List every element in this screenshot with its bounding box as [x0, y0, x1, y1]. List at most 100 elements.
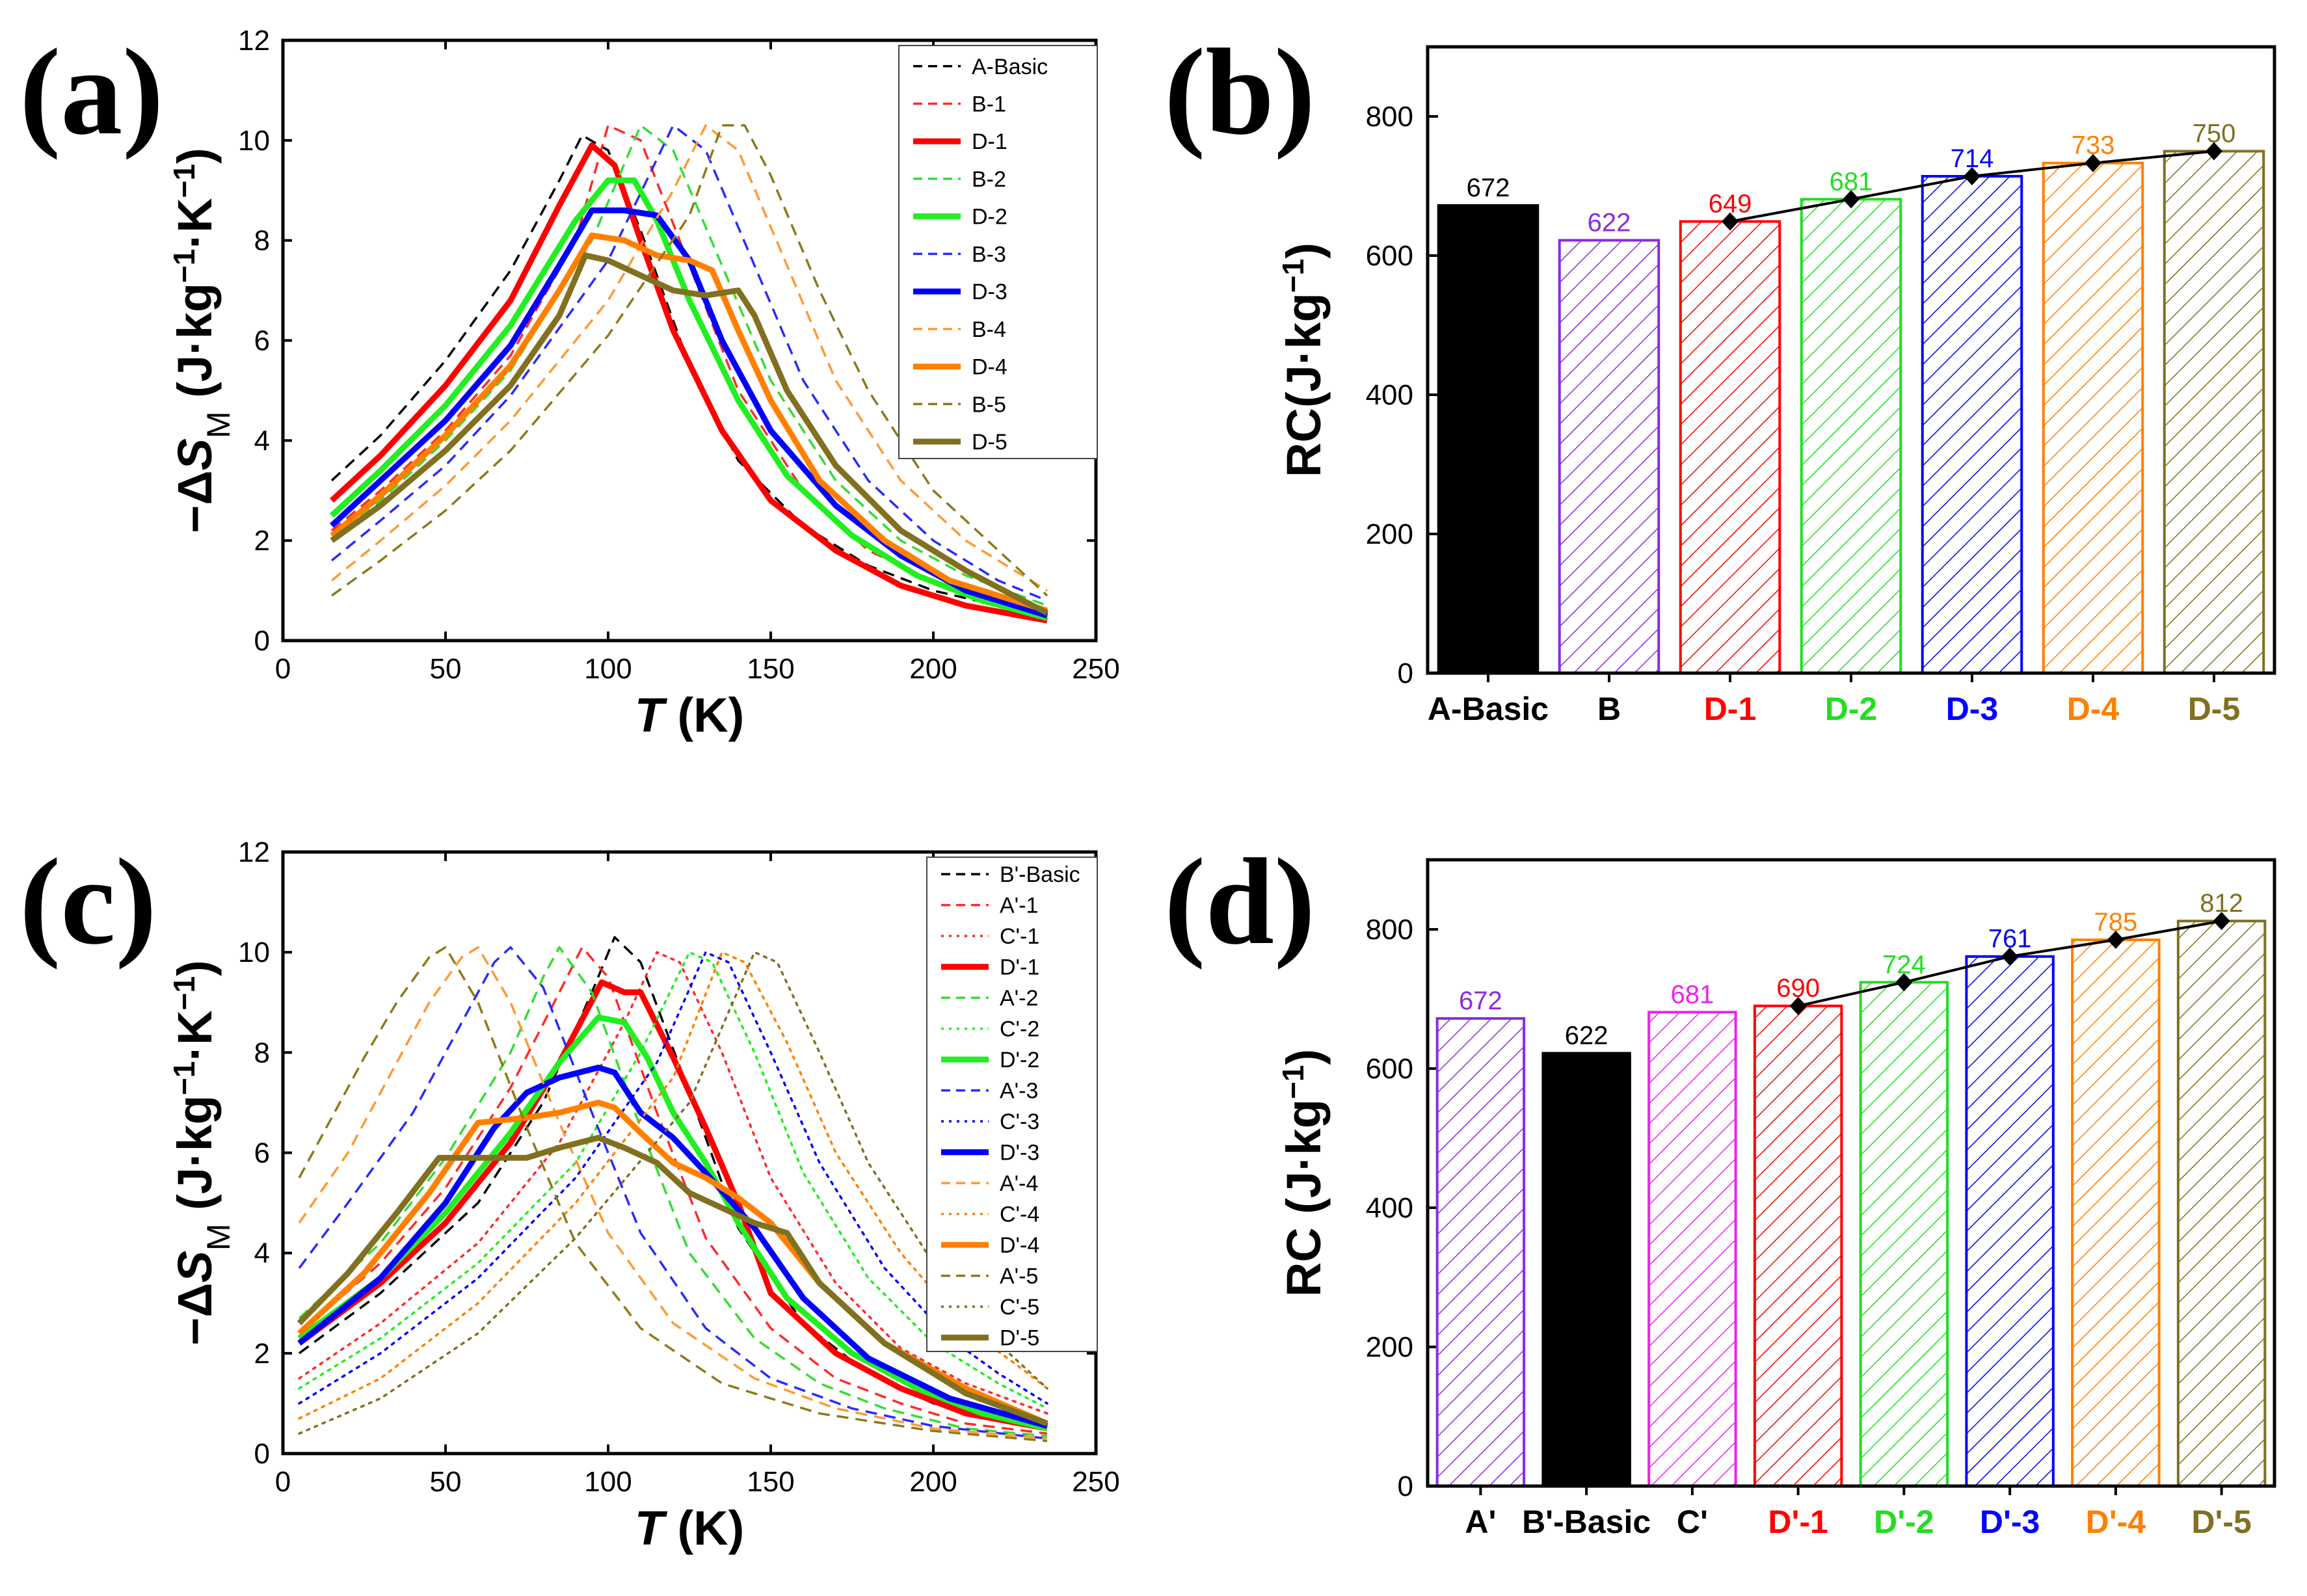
bar-value-label-a: 672 — [1459, 987, 1502, 1015]
bar-a — [1435, 1017, 1526, 1487]
bar-b — [1558, 239, 1660, 674]
series-line-a-3 — [298, 946, 1048, 1440]
bar-d-3 — [1965, 955, 2055, 1487]
trend-marker-d-3 — [2001, 947, 2019, 966]
legend-label-a-3: A'-3 — [1000, 1079, 1038, 1104]
trend-marker-d-2 — [1895, 973, 1913, 992]
legend-label-b-3: B-3 — [972, 242, 1006, 267]
legend-label-c-3: C'-3 — [1000, 1110, 1039, 1134]
legend-label-b-5: B-5 — [972, 392, 1006, 417]
x-tick-label: 50 — [430, 1466, 462, 1498]
y-tick-label: 600 — [1366, 1053, 1413, 1085]
category-label-b: B — [1597, 691, 1621, 727]
category-label-d-3: D'-3 — [1980, 1504, 2040, 1540]
series-line-b-5 — [330, 124, 1048, 597]
legend-label-d-3: D'-3 — [1000, 1141, 1039, 1165]
trend-marker-d-4 — [2107, 931, 2124, 950]
plot-frame — [1426, 45, 2276, 675]
trend-marker-d-3 — [1964, 167, 1980, 186]
bar-d-3 — [1921, 175, 2023, 674]
legend-label-c-5: C'-5 — [1000, 1295, 1039, 1320]
bar-d-5 — [2176, 920, 2267, 1488]
legend-label-b-2: B-2 — [972, 167, 1006, 192]
category-label-d-5: D-5 — [2188, 691, 2241, 727]
trend-marker-d-4 — [2085, 153, 2101, 172]
category-label-d-2: D-2 — [1825, 691, 1878, 727]
x-tick-label: 200 — [909, 653, 957, 685]
y-tick-label: 0 — [254, 625, 270, 657]
x-tick-label: 100 — [584, 653, 632, 685]
legend-label-d-5: D-5 — [972, 430, 1007, 455]
bar-b-basic — [1541, 1052, 1631, 1487]
legend-label-a-5: A'-5 — [1000, 1264, 1038, 1289]
series-line-c-1 — [298, 951, 1048, 1415]
series-line-d-3 — [297, 1065, 1048, 1429]
legend-label-d-1: D'-1 — [1000, 955, 1039, 980]
panel-b-label: (b) — [1164, 24, 1315, 161]
legend-label-c-4: C'-4 — [1000, 1203, 1039, 1227]
category-label-d-5: D'-5 — [2191, 1504, 2251, 1540]
y-tick-label: 200 — [1366, 1331, 1413, 1363]
category-label-d-1: D-1 — [1704, 691, 1757, 727]
y-tick-label: 0 — [1398, 1470, 1413, 1502]
legend-label-d-1: D-1 — [972, 129, 1007, 154]
trend-marker-d-5 — [2206, 142, 2222, 161]
bar-value-label-b-basic: 622 — [1565, 1021, 1608, 1050]
y-tick-label: 4 — [254, 425, 270, 457]
category-label-d-3: D-3 — [1946, 691, 1999, 727]
x-tick-label: 50 — [430, 653, 462, 685]
y-axis-label: −ΔSM (J·kg−1·K−1) — [167, 960, 237, 1345]
x-tick-label: 0 — [275, 1466, 291, 1498]
category-label-a: A' — [1465, 1504, 1496, 1540]
y-tick-label: 12 — [238, 836, 270, 868]
y-tick-label: 800 — [1366, 914, 1413, 946]
y-tick-label: 8 — [254, 225, 270, 257]
series-line-d-4 — [330, 232, 1048, 614]
bar-d-1 — [1679, 220, 1781, 674]
legend-label-a-basic: A-Basic — [972, 55, 1048, 79]
category-label-a-basic: A-Basic — [1428, 691, 1549, 727]
trend-marker-d-5 — [2213, 912, 2230, 931]
legend: B'-Basic A'-1 C'-1 D'-1 A'-2 C'-2 D'-2 A'-3 C'-3… — [926, 857, 1098, 1352]
y-tick-label: 2 — [254, 1338, 270, 1370]
legend-label-b-basic: B'-Basic — [1000, 862, 1080, 887]
y-tick-label: 6 — [254, 325, 270, 357]
series-line-b-basic — [298, 936, 1048, 1430]
y-axis-label: RC(J·kg−1) — [1276, 243, 1331, 477]
category-label-d-4: D'-4 — [2086, 1504, 2146, 1540]
x-tick-label: 0 — [275, 653, 291, 685]
bar-a-basic — [1437, 204, 1540, 674]
y-tick-label: 2 — [254, 525, 270, 557]
legend-label-d-2: D'-2 — [1000, 1048, 1039, 1072]
x-axis-label: T (K) — [635, 688, 745, 742]
category-label-d-1: D'-1 — [1768, 1504, 1828, 1540]
bar-d-5 — [2163, 150, 2265, 674]
series-line-d-2 — [297, 1014, 1048, 1431]
trend-marker-d-1 — [1722, 212, 1739, 231]
y-tick-label: 0 — [1398, 658, 1413, 689]
category-label-b-basic: B'-Basic — [1522, 1504, 1651, 1540]
panel-a-label: (a) — [20, 24, 164, 161]
legend-box — [926, 857, 1098, 1352]
y-axis-label: RC (J·kg−1) — [1276, 1049, 1331, 1297]
bar-d-2 — [1800, 198, 1902, 674]
legend-label-d-4: D-4 — [972, 355, 1007, 380]
chart-c: 0 50 100 150 200 250 0 2 4 6 8 10 12 B'-Basic A'-1 C'-1… — [167, 836, 1120, 1555]
chart-b: 0200400600800672A-Basic622B649D-1681D-27… — [1276, 45, 2276, 727]
legend-label-d-2: D-2 — [972, 205, 1007, 230]
chart-d: 0200400600800672A'622B'-Basic681C'690D'-… — [1276, 858, 2276, 1540]
panel-d-label: (d) — [1164, 834, 1315, 970]
bar-d-4 — [2042, 161, 2144, 674]
legend-label-d-3: D-3 — [972, 280, 1007, 304]
y-tick-label: 800 — [1366, 101, 1413, 133]
chart-a: 0 50 100 150 200 250 0 2 4 6 8 10 12 A-Basic B-1 D-1 B-2… — [167, 25, 1120, 742]
bar-d-1 — [1753, 1004, 1843, 1487]
y-tick-label: 200 — [1366, 518, 1413, 550]
category-label-c: C' — [1677, 1504, 1708, 1540]
trend-marker-d-2 — [1843, 190, 1860, 209]
x-tick-label: 200 — [909, 1466, 957, 1498]
x-tick-label: 250 — [1072, 653, 1119, 685]
series-line-d-2 — [329, 177, 1048, 621]
legend-label-b-4: B-4 — [972, 317, 1006, 342]
